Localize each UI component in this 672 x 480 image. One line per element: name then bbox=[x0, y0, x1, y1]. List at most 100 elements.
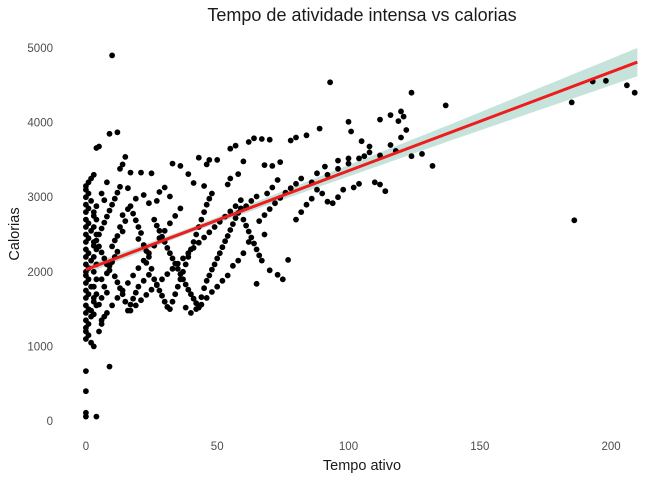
data-point bbox=[98, 295, 105, 301]
data-point bbox=[164, 271, 171, 277]
data-point bbox=[122, 218, 129, 225]
data-point bbox=[274, 271, 281, 278]
data-point bbox=[122, 298, 129, 305]
data-point bbox=[172, 213, 179, 219]
data-point bbox=[90, 224, 97, 230]
data-point bbox=[169, 160, 176, 167]
data-point bbox=[285, 257, 291, 263]
data-point bbox=[106, 267, 113, 274]
data-point bbox=[266, 136, 273, 143]
data-point bbox=[419, 151, 425, 157]
regression-line-layer bbox=[85, 60, 638, 271]
data-point bbox=[156, 227, 163, 234]
data-point bbox=[209, 190, 215, 197]
data-point bbox=[201, 234, 208, 241]
data-point bbox=[83, 239, 89, 245]
data-point bbox=[83, 224, 89, 230]
data-point bbox=[83, 413, 89, 420]
data-point bbox=[348, 128, 354, 135]
data-point bbox=[206, 272, 213, 279]
data-point bbox=[104, 179, 110, 186]
data-point bbox=[119, 228, 126, 235]
data-point bbox=[571, 217, 578, 224]
data-point bbox=[277, 159, 284, 166]
y-tick-label: 5000 bbox=[27, 43, 53, 55]
data-point bbox=[174, 283, 181, 290]
data-point bbox=[269, 163, 276, 169]
data-point bbox=[174, 265, 181, 272]
data-point bbox=[261, 231, 268, 238]
data-point bbox=[356, 180, 362, 187]
data-point bbox=[327, 79, 333, 86]
data-point bbox=[403, 127, 410, 133]
data-point bbox=[127, 307, 134, 314]
data-point bbox=[214, 255, 221, 262]
data-point bbox=[132, 302, 139, 309]
data-point bbox=[101, 255, 108, 262]
data-point bbox=[400, 113, 407, 120]
x-tick-label: 200 bbox=[602, 441, 621, 453]
data-point bbox=[164, 245, 171, 251]
data-point bbox=[83, 388, 89, 395]
data-point bbox=[132, 289, 139, 296]
y-tick-labels: 0 1000 2000 3000 4000 5000 bbox=[27, 43, 53, 428]
data-point bbox=[568, 99, 575, 106]
x-tick-label: 0 bbox=[83, 441, 89, 453]
data-point bbox=[206, 229, 213, 236]
data-point bbox=[230, 262, 236, 269]
data-point bbox=[335, 157, 341, 164]
data-point bbox=[227, 145, 234, 152]
data-point bbox=[345, 160, 352, 167]
data-point bbox=[258, 136, 265, 142]
data-point bbox=[387, 142, 394, 148]
data-point bbox=[182, 281, 189, 288]
data-point bbox=[114, 129, 121, 136]
data-point bbox=[219, 277, 226, 284]
data-point bbox=[177, 276, 184, 283]
data-point bbox=[190, 245, 197, 251]
data-point bbox=[167, 250, 173, 257]
data-point bbox=[93, 246, 100, 253]
data-point bbox=[377, 116, 383, 123]
data-point bbox=[109, 243, 115, 250]
data-point bbox=[156, 287, 163, 294]
data-point bbox=[132, 217, 139, 224]
data-point bbox=[182, 261, 189, 268]
data-point bbox=[245, 139, 252, 145]
data-point bbox=[408, 153, 415, 160]
data-point bbox=[135, 283, 142, 290]
data-point bbox=[90, 268, 97, 275]
data-point bbox=[114, 295, 121, 301]
data-point bbox=[335, 194, 341, 201]
data-point bbox=[83, 209, 89, 216]
data-point bbox=[266, 206, 273, 213]
data-point bbox=[114, 248, 121, 255]
data-point bbox=[90, 254, 97, 260]
data-point bbox=[272, 200, 278, 207]
data-point bbox=[90, 311, 97, 318]
data-point bbox=[356, 155, 362, 162]
data-point bbox=[240, 250, 247, 257]
data-point bbox=[111, 273, 118, 280]
data-point bbox=[109, 201, 115, 208]
data-point bbox=[253, 246, 260, 253]
data-point bbox=[227, 175, 234, 182]
data-point bbox=[387, 112, 394, 118]
data-point bbox=[232, 203, 239, 210]
data-point bbox=[148, 286, 155, 293]
data-point bbox=[314, 170, 320, 177]
data-point bbox=[274, 177, 281, 183]
data-point bbox=[106, 207, 113, 214]
data-point bbox=[138, 169, 144, 176]
data-point bbox=[90, 209, 97, 216]
data-point bbox=[235, 171, 242, 178]
data-point bbox=[201, 209, 208, 216]
data-point bbox=[83, 295, 89, 301]
data-point bbox=[125, 185, 131, 192]
data-point bbox=[195, 154, 202, 161]
x-tick-label: 100 bbox=[339, 441, 358, 453]
data-point bbox=[314, 186, 320, 193]
data-point bbox=[203, 277, 210, 284]
data-point bbox=[101, 283, 108, 290]
